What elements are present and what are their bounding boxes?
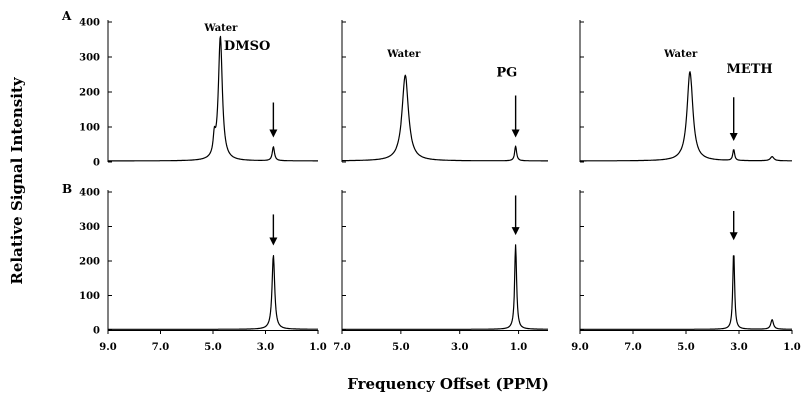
- arrow-head: [269, 129, 278, 138]
- y-tick-label: 300: [79, 222, 100, 233]
- row-label-b: B: [62, 182, 72, 196]
- panel-b-2: 7.0 5.0 3.0 1.0: [333, 190, 549, 353]
- x-tick-label: 1.0: [510, 342, 527, 353]
- x-tick-label: 9.0: [571, 342, 588, 353]
- y-tick-label: 300: [79, 53, 100, 64]
- x-tick-label: 3.0: [451, 342, 468, 353]
- row-label-a: A: [61, 9, 72, 23]
- peak-label-dmso: DMSO: [224, 39, 270, 54]
- arrow-head: [269, 237, 278, 246]
- arrow-head: [511, 227, 520, 236]
- y-axis-label: Relative Signal Intensity: [8, 76, 26, 284]
- spectrum-trace: [341, 74, 549, 162]
- spectrum-trace: [579, 71, 793, 162]
- panel-b-1: 0 100 200 300 400 9.0 7.0 5.0 3.0 1.0: [79, 188, 327, 354]
- x-tick-label: 5.0: [677, 342, 694, 353]
- arrow-head: [729, 232, 738, 241]
- panel-a-2: Water PG: [341, 20, 549, 163]
- spectrum-trace: [107, 255, 319, 330]
- y-tick-label: 400: [79, 18, 100, 29]
- y-tick-label: 400: [79, 188, 100, 199]
- x-tick-label: 3.0: [257, 342, 274, 353]
- y-tick-label: 200: [79, 257, 100, 268]
- x-tick-label: 9.0: [99, 342, 116, 353]
- x-tick-label: 5.0: [392, 342, 409, 353]
- peak-label-water: Water: [203, 23, 238, 34]
- spectrum-trace: [341, 244, 549, 330]
- y-tick-label: 100: [79, 291, 100, 302]
- y-tick-label: 0: [93, 158, 100, 169]
- x-tick-label: 7.0: [333, 342, 350, 353]
- peak-label-pg: PG: [496, 65, 517, 80]
- x-tick-label: 1.0: [309, 342, 326, 353]
- arrow-head: [729, 133, 738, 141]
- x-tick-label: 7.0: [624, 342, 641, 353]
- panel-a-1: 0 100 200 300 400 Water DMSO: [79, 18, 319, 169]
- y-tick-label: 200: [79, 88, 100, 99]
- spectrum-trace: [107, 35, 319, 162]
- x-tick-label: 1.0: [783, 342, 800, 353]
- peak-label-water: Water: [663, 49, 698, 60]
- arrow-head: [511, 129, 520, 138]
- panel-b-3: 9.0 7.0 5.0 3.0 1.0: [571, 190, 801, 353]
- x-tick-label: 7.0: [152, 342, 169, 353]
- spectrum-trace: [579, 255, 793, 330]
- peak-label-meth: METH: [726, 62, 772, 77]
- x-tick-label: 5.0: [204, 342, 221, 353]
- peak-label-water: Water: [386, 49, 421, 60]
- panel-a-3: Water METH: [579, 20, 793, 163]
- plot-area: 0 100 200 300 400 Water DMSO Water PG Water METH 0 1…: [79, 18, 801, 354]
- x-axis-label: Frequency Offset (PPM): [347, 375, 549, 393]
- x-tick-label: 3.0: [730, 342, 747, 353]
- y-tick-label: 100: [79, 123, 100, 134]
- y-tick-label: 0: [93, 326, 100, 337]
